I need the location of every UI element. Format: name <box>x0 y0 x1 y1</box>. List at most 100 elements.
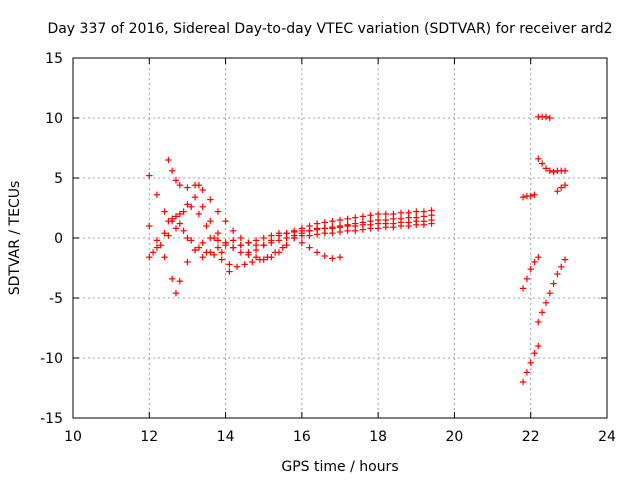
data-point-0-6 <box>191 194 199 201</box>
data-point-5-1 <box>172 213 180 220</box>
data-point-0-12 <box>237 249 245 256</box>
data-point-3-26 <box>344 227 351 234</box>
data-point-12-1 <box>558 184 565 191</box>
y-tick-label: 0 <box>54 231 63 247</box>
data-point-4-1 <box>157 242 164 249</box>
x-tick-label: 22 <box>522 429 540 445</box>
data-point-7-1 <box>523 369 531 376</box>
data-point-2-1 <box>153 237 161 244</box>
data-point-3-24 <box>329 230 336 237</box>
data-point-4-12 <box>241 261 248 268</box>
data-point-3-34 <box>405 222 412 230</box>
data-point-2-0 <box>146 222 153 230</box>
axis-ticks <box>72 57 608 419</box>
x-tick-label: 18 <box>369 429 387 445</box>
data-point-2-10 <box>214 237 222 244</box>
data-points <box>146 113 569 386</box>
x-axis-label: GPS time / hours <box>281 459 398 475</box>
data-point-0-24 <box>329 218 336 225</box>
data-point-2-19 <box>283 230 290 237</box>
data-point-3-21 <box>306 232 313 239</box>
x-tick-label: 20 <box>446 429 464 445</box>
data-point-3-9 <box>214 244 222 251</box>
data-point-5-7 <box>218 249 225 256</box>
data-point-3-28 <box>359 226 367 233</box>
data-point-5-2 <box>180 208 187 215</box>
data-point-1-11 <box>230 227 237 234</box>
y-tick-label: -15 <box>40 411 63 427</box>
data-point-3-1 <box>153 244 161 251</box>
data-point-2-8 <box>199 239 206 246</box>
data-point-1-4 <box>184 184 191 191</box>
y-axis-label: SDTVAR / TECUs <box>7 181 23 296</box>
grid-lines <box>73 58 607 418</box>
data-point-1-0 <box>165 156 172 164</box>
data-point-2-17 <box>268 232 275 239</box>
data-point-12-0 <box>554 188 561 195</box>
data-point-13-3 <box>546 114 553 122</box>
x-tick-label: 14 <box>217 429 235 445</box>
data-point-6-5 <box>329 255 336 262</box>
data-point-2-15 <box>252 237 260 244</box>
data-point-1-7 <box>199 186 206 194</box>
data-point-0-2 <box>161 208 168 215</box>
y-tick-label: 15 <box>45 51 63 67</box>
data-point-0-33 <box>397 209 405 216</box>
data-point-13-2 <box>542 113 550 120</box>
data-point-4-17 <box>279 244 286 251</box>
data-point-3-35 <box>413 221 420 228</box>
data-point-3-5 <box>184 234 191 242</box>
data-point-0-7 <box>199 203 206 210</box>
data-point-3-13 <box>245 249 252 256</box>
data-point-4-10 <box>226 261 233 268</box>
data-point-1-8 <box>207 196 214 203</box>
data-point-3-18 <box>283 242 290 249</box>
data-point-1-9 <box>214 208 222 215</box>
data-point-2-5 <box>176 278 183 285</box>
data-point-1-6 <box>195 182 203 189</box>
data-point-11-4 <box>550 168 557 176</box>
x-tick-label: 24 <box>598 429 616 445</box>
data-point-0-0 <box>146 172 153 179</box>
data-point-9-6 <box>558 263 565 270</box>
data-point-9-2 <box>542 299 550 306</box>
data-point-3-6 <box>191 246 199 254</box>
data-point-11-7 <box>561 167 569 174</box>
data-point-0-27 <box>352 214 359 221</box>
data-point-11-3 <box>546 167 553 174</box>
data-point-4-0 <box>149 249 157 256</box>
data-point-7-2 <box>527 359 534 366</box>
data-point-9-4 <box>550 280 557 287</box>
data-point-4-8 <box>210 251 218 258</box>
data-point-9-0 <box>535 318 542 326</box>
data-point-0-26 <box>344 215 351 222</box>
data-point-2-4 <box>172 290 180 297</box>
data-point-0-1 <box>153 191 161 198</box>
data-point-3-14 <box>252 254 260 261</box>
data-point-7-3 <box>531 350 538 357</box>
data-point-3-37 <box>428 220 435 227</box>
data-point-4-6 <box>195 244 203 251</box>
y-tick-labels: -15 -10 -5 0 5 10 15 <box>40 51 63 427</box>
data-point-0-4 <box>176 210 183 218</box>
data-point-3-11 <box>230 237 237 244</box>
data-point-6-3 <box>313 249 321 256</box>
data-point-2-6 <box>184 258 191 266</box>
data-point-9-1 <box>538 309 546 316</box>
data-point-5-8 <box>226 268 233 275</box>
y-tick-label: -5 <box>49 291 63 307</box>
data-point-3-22 <box>313 231 321 238</box>
data-point-1-10 <box>222 218 229 225</box>
data-point-4-9 <box>218 256 225 263</box>
data-point-0-35 <box>413 208 420 215</box>
data-point-0-23 <box>321 219 328 226</box>
data-point-4-14 <box>256 256 264 263</box>
data-point-0-9 <box>214 230 222 237</box>
data-point-11-2 <box>542 165 550 172</box>
data-point-3-7 <box>199 254 206 261</box>
data-point-1-1 <box>168 167 176 174</box>
data-point-10-3 <box>531 191 538 198</box>
data-point-3-12 <box>237 242 245 249</box>
data-point-2-18 <box>275 230 283 237</box>
